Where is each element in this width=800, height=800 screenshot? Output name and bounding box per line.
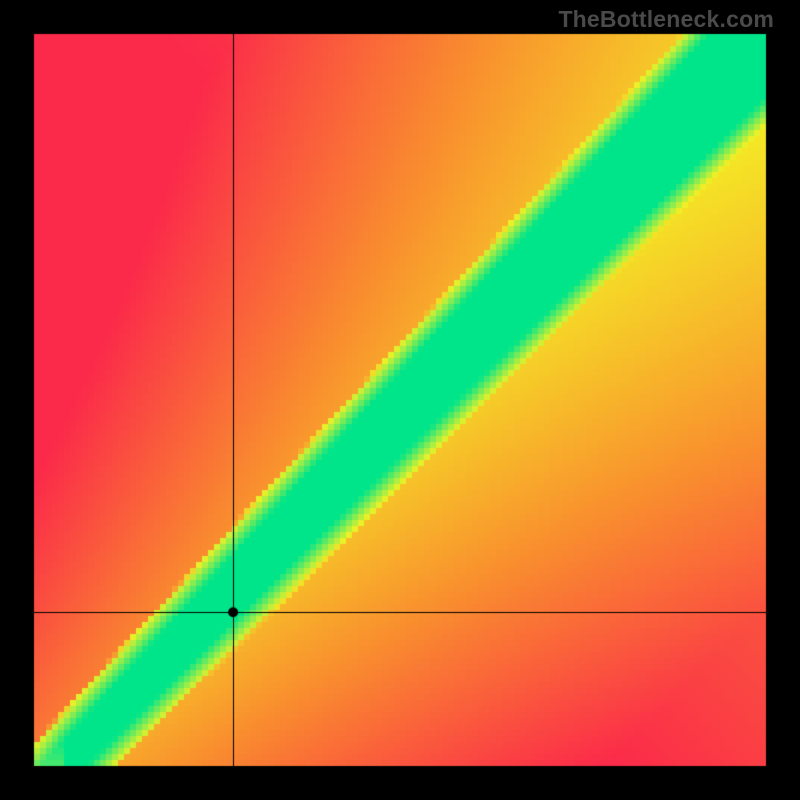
bottleneck-heatmap — [0, 0, 800, 800]
watermark-text: TheBottleneck.com — [558, 6, 774, 33]
chart-container: TheBottleneck.com — [0, 0, 800, 800]
